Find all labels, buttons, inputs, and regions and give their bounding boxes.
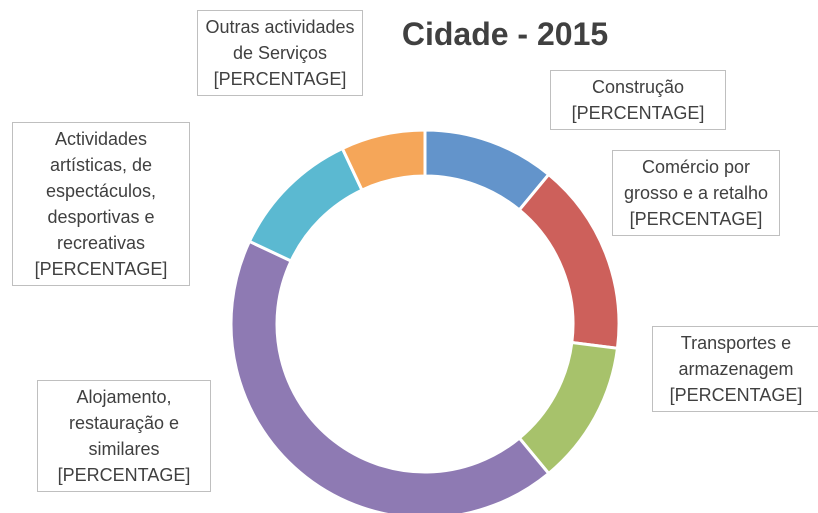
- value-label: [PERCENTAGE]: [34, 259, 168, 279]
- category-label: Comércio por grosso e a retalho: [623, 157, 769, 203]
- value-label: [PERCENTAGE]: [629, 209, 763, 229]
- donut-segment: [340, 128, 427, 193]
- category-label: Alojamento, restauração e similares: [68, 387, 180, 459]
- category-label: Transportes e armazenagem: [678, 333, 794, 379]
- donut-segment: [229, 239, 551, 513]
- data-label: Alojamento, restauração e similares [PERC…: [37, 380, 211, 492]
- value-label: [PERCENTAGE]: [213, 69, 347, 89]
- category-label: Construção: [591, 77, 685, 97]
- chart-title: Cidade - 2015: [401, 16, 609, 52]
- value-label: [PERCENTAGE]: [669, 385, 803, 405]
- data-label: Actividades artísticas, de espectáculos,…: [12, 122, 190, 286]
- category-label: Outras actividades de Serviços: [205, 17, 355, 63]
- data-label: Comércio por grosso e a retalho [PERCENTA…: [612, 150, 780, 236]
- data-label: Transportes e armazenagem [PERCENTAGE]: [652, 326, 818, 412]
- data-label: Construção [PERCENTAGE]: [550, 70, 726, 130]
- value-label: [PERCENTAGE]: [57, 465, 191, 485]
- donut-segment: [517, 172, 621, 350]
- value-label: [PERCENTAGE]: [571, 103, 705, 123]
- donut-segment: [247, 146, 364, 263]
- data-label: Outras actividades de Serviços [PERCENTAG…: [197, 10, 363, 96]
- category-label: Actividades artísticas, de espectáculos,…: [45, 129, 157, 253]
